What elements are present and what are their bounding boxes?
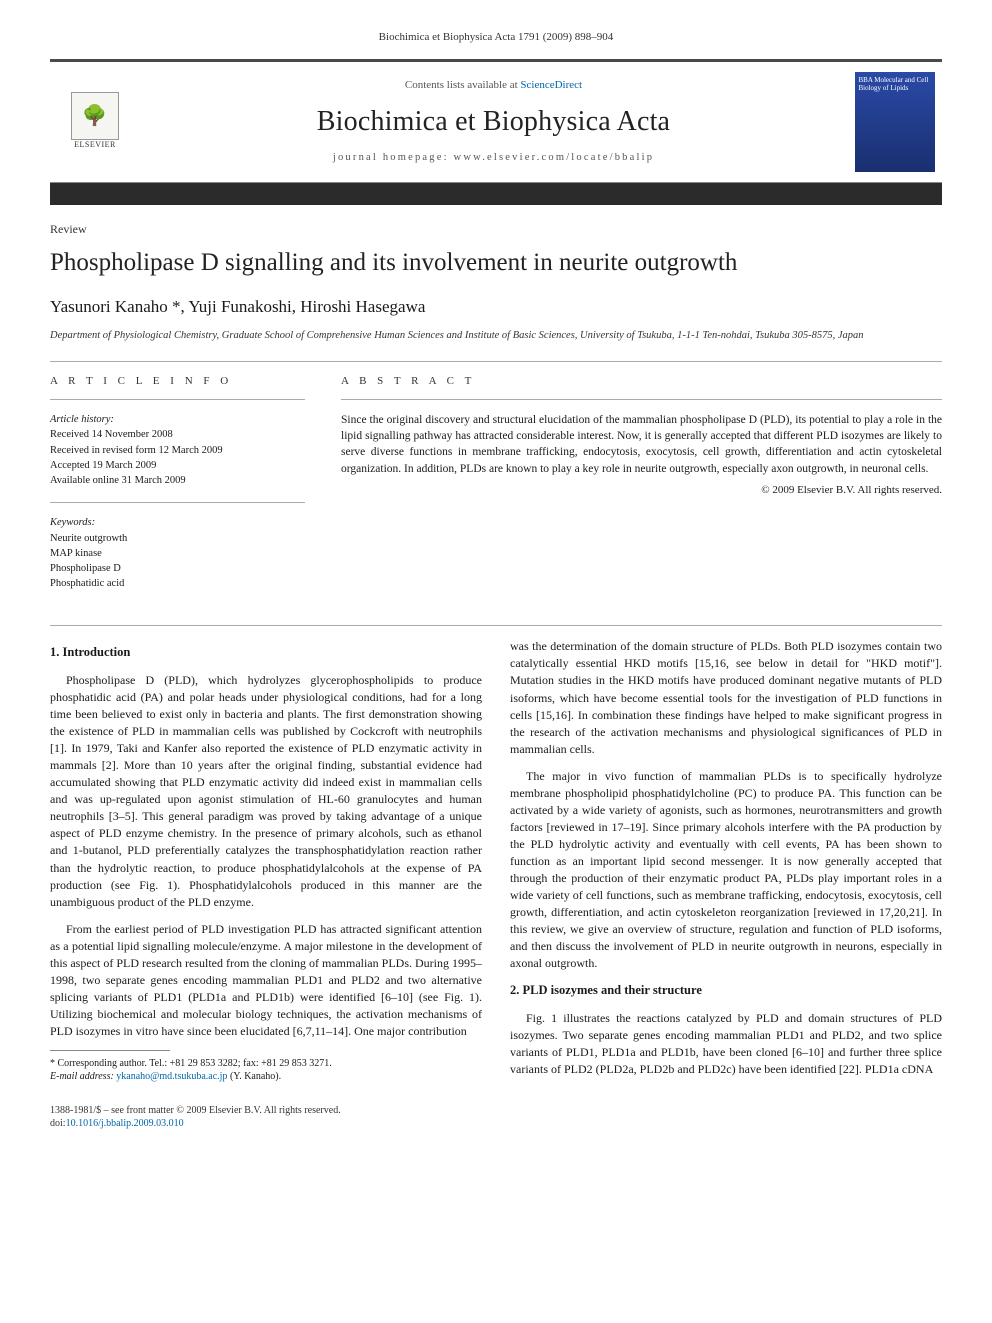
page-footer: 1388-1981/$ – see front matter © 2009 El… bbox=[50, 1104, 942, 1131]
front-matter-line: 1388-1981/$ – see front matter © 2009 El… bbox=[50, 1104, 942, 1118]
publisher-logo-cell: 🌳 ELSEVIER bbox=[50, 77, 140, 167]
history-line: Received 14 November 2008 bbox=[50, 427, 305, 442]
divider bbox=[50, 502, 305, 503]
cover-thumb-cell: BBA Molecular and Cell Biology of Lipids bbox=[847, 62, 942, 182]
article-info-column: A R T I C L E I N F O Article history: R… bbox=[50, 374, 305, 605]
publisher-label: ELSEVIER bbox=[74, 140, 116, 151]
homepage-label: journal homepage: bbox=[333, 152, 454, 163]
body-paragraph: was the determination of the domain stru… bbox=[510, 638, 942, 757]
divider bbox=[50, 361, 942, 362]
masthead-center: Contents lists available at ScienceDirec… bbox=[140, 68, 847, 175]
running-head: Biochimica et Biophysica Acta 1791 (2009… bbox=[50, 30, 942, 45]
history-line: Received in revised form 12 March 2009 bbox=[50, 443, 305, 458]
contents-prefix: Contents lists available at bbox=[405, 79, 520, 91]
sciencedirect-link[interactable]: ScienceDirect bbox=[520, 79, 582, 91]
article-title: Phospholipase D signalling and its invol… bbox=[50, 247, 942, 278]
keywords-block: Keywords: Neurite outgrowth MAP kinase P… bbox=[50, 515, 305, 591]
article-history-block: Article history: Received 14 November 20… bbox=[50, 412, 305, 488]
section-2-heading: 2. PLD isozymes and their structure bbox=[510, 982, 942, 1000]
doi-line: doi:10.1016/j.bbalip.2009.03.010 bbox=[50, 1117, 942, 1131]
keyword: Phosphatidic acid bbox=[50, 576, 305, 591]
doi-prefix: doi: bbox=[50, 1118, 66, 1129]
affiliation: Department of Physiological Chemistry, G… bbox=[50, 329, 942, 343]
section-1-heading: 1. Introduction bbox=[50, 644, 482, 662]
divider bbox=[50, 625, 942, 626]
keyword: MAP kinase bbox=[50, 546, 305, 561]
keyword: Phospholipase D bbox=[50, 561, 305, 576]
history-line: Available online 31 March 2009 bbox=[50, 473, 305, 488]
contents-available-line: Contents lists available at ScienceDirec… bbox=[144, 78, 843, 93]
keywords-label: Keywords: bbox=[50, 515, 305, 530]
email-suffix: (Y. Kanaho). bbox=[227, 1071, 281, 1082]
homepage-url: www.elsevier.com/locate/bbalip bbox=[454, 152, 655, 163]
abstract-column: A B S T R A C T Since the original disco… bbox=[341, 374, 942, 605]
email-label: E-mail address: bbox=[50, 1071, 116, 1082]
history-line: Accepted 19 March 2009 bbox=[50, 458, 305, 473]
doi-link[interactable]: 10.1016/j.bbalip.2009.03.010 bbox=[66, 1118, 184, 1129]
journal-cover-thumbnail: BBA Molecular and Cell Biology of Lipids bbox=[855, 72, 935, 172]
body-paragraph: Fig. 1 illustrates the reactions catalyz… bbox=[510, 1010, 942, 1078]
body-paragraph: From the earliest period of PLD investig… bbox=[50, 921, 482, 1040]
email-line: E-mail address: ykanaho@md.tsukuba.ac.jp… bbox=[50, 1070, 482, 1084]
divider bbox=[341, 399, 942, 400]
footnotes: * Corresponding author. Tel.: +81 29 853… bbox=[50, 1057, 482, 1084]
article-info-heading: A R T I C L E I N F O bbox=[50, 374, 305, 389]
masthead-underbar bbox=[50, 183, 942, 205]
journal-homepage-line: journal homepage: www.elsevier.com/locat… bbox=[144, 151, 843, 165]
divider bbox=[50, 399, 305, 400]
footnote-separator bbox=[50, 1050, 170, 1051]
article-body: 1. Introduction Phospholipase D (PLD), w… bbox=[50, 638, 942, 1085]
elsevier-tree-icon: 🌳 bbox=[71, 92, 119, 140]
article-type: Review bbox=[50, 221, 942, 237]
body-paragraph: The major in vivo function of mammalian … bbox=[510, 768, 942, 972]
journal-name: Biochimica et Biophysica Acta bbox=[144, 103, 843, 141]
keyword: Neurite outgrowth bbox=[50, 531, 305, 546]
author-email-link[interactable]: ykanaho@md.tsukuba.ac.jp bbox=[116, 1071, 227, 1082]
abstract-copyright: © 2009 Elsevier B.V. All rights reserved… bbox=[341, 483, 942, 498]
corresponding-author-note: * Corresponding author. Tel.: +81 29 853… bbox=[50, 1057, 482, 1071]
abstract-heading: A B S T R A C T bbox=[341, 374, 942, 389]
abstract-text: Since the original discovery and structu… bbox=[341, 412, 942, 476]
info-abstract-row: A R T I C L E I N F O Article history: R… bbox=[50, 374, 942, 605]
journal-masthead: 🌳 ELSEVIER Contents lists available at S… bbox=[50, 59, 942, 183]
history-label: Article history: bbox=[50, 412, 305, 427]
author-list: Yasunori Kanaho *, Yuji Funakoshi, Hiros… bbox=[50, 296, 942, 319]
body-paragraph: Phospholipase D (PLD), which hydrolyzes … bbox=[50, 672, 482, 910]
elsevier-logo: 🌳 ELSEVIER bbox=[65, 87, 125, 157]
